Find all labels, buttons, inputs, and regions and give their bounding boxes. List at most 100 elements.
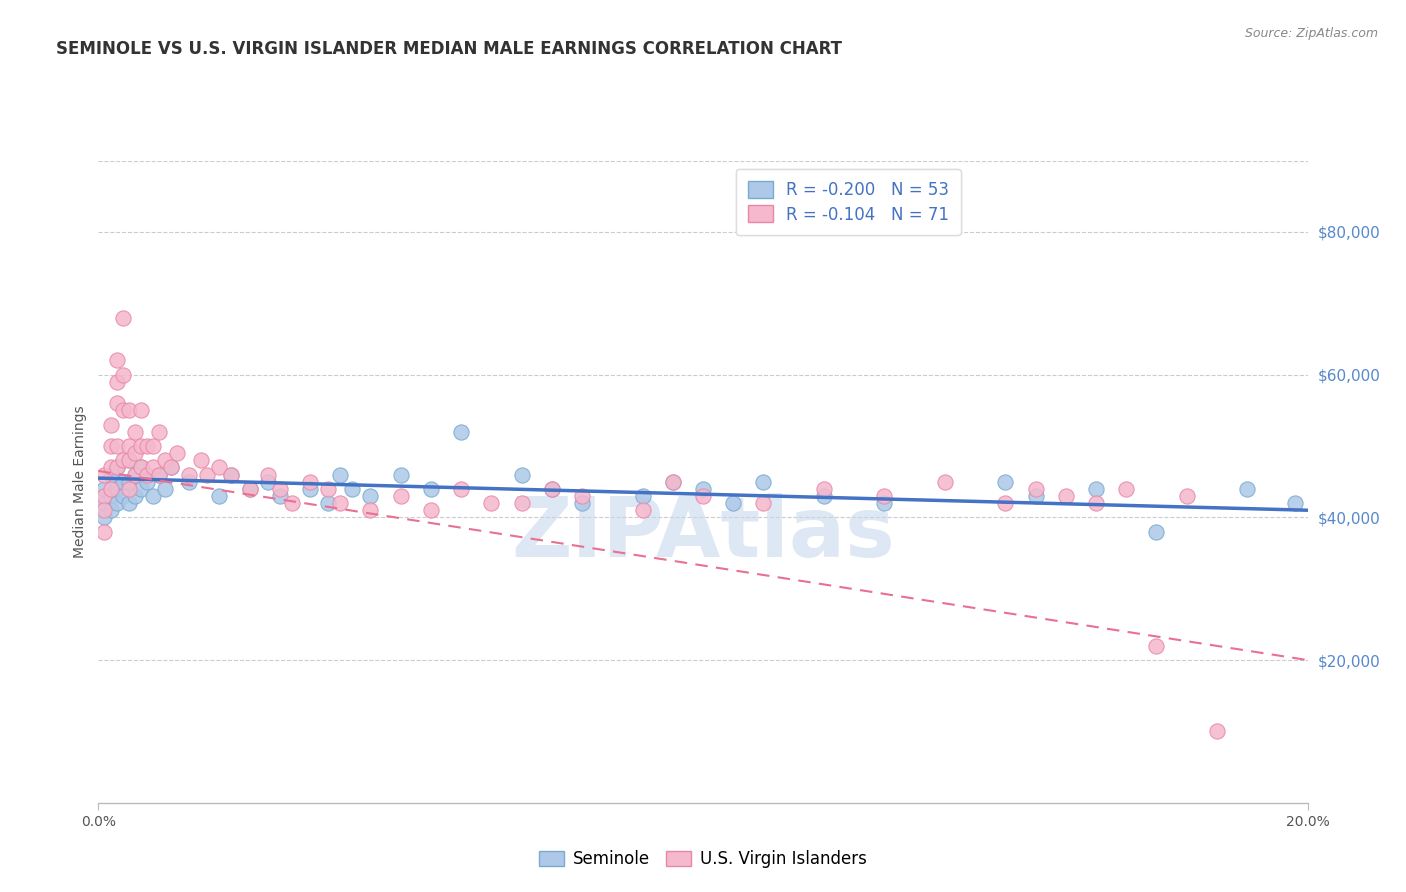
Point (93, 489, 115, 503)
Point (195, 467, 218, 482)
Y-axis label: Median Male Earnings: Median Male Earnings (73, 405, 87, 558)
Point (419, 482, 441, 496)
Point (129, 460, 152, 475)
Point (118, 439, 141, 453)
Point (510, 467, 533, 482)
Point (692, 482, 714, 496)
Point (256, 475, 278, 489)
Point (105, 396, 128, 410)
Point (153, 482, 176, 496)
Point (124, 467, 146, 482)
Point (208, 460, 231, 475)
Point (1085, 482, 1108, 496)
Point (118, 453, 141, 467)
Point (93, 482, 115, 496)
Point (93, 467, 115, 482)
Point (419, 503, 441, 517)
Point (148, 425, 170, 439)
Point (342, 482, 364, 496)
Point (994, 475, 1017, 489)
Point (239, 482, 262, 496)
Point (135, 439, 157, 453)
Point (661, 475, 683, 489)
Point (148, 467, 170, 482)
Point (148, 467, 170, 482)
Point (93, 524, 115, 539)
Point (299, 482, 322, 496)
Point (105, 439, 128, 453)
Point (124, 489, 146, 503)
Point (813, 482, 835, 496)
Point (239, 482, 262, 496)
Point (221, 467, 243, 482)
Point (269, 489, 291, 503)
Point (129, 482, 152, 496)
Point (540, 482, 562, 496)
Point (1175, 489, 1198, 503)
Point (1115, 482, 1137, 496)
Point (100, 489, 122, 503)
Point (221, 467, 243, 482)
Point (994, 496, 1017, 510)
Point (389, 467, 412, 482)
Point (360, 503, 382, 517)
Point (256, 467, 278, 482)
Point (1085, 496, 1108, 510)
Point (661, 475, 683, 489)
Point (100, 460, 122, 475)
Point (111, 453, 134, 467)
Point (105, 460, 128, 475)
Point (118, 496, 141, 510)
Point (118, 482, 141, 496)
Point (160, 460, 183, 475)
Point (100, 503, 122, 517)
Point (329, 467, 352, 482)
Point (105, 353, 128, 368)
Point (1236, 482, 1258, 496)
Point (93, 496, 115, 510)
Point (118, 403, 141, 417)
Point (166, 446, 188, 460)
Point (813, 489, 835, 503)
Point (118, 475, 141, 489)
Legend: R = -0.200   N = 53, R = -0.104   N = 71: R = -0.200 N = 53, R = -0.104 N = 71 (735, 169, 960, 235)
Point (360, 489, 382, 503)
Point (190, 453, 212, 467)
Point (93, 503, 115, 517)
Point (160, 460, 183, 475)
Point (540, 482, 562, 496)
Point (481, 496, 503, 510)
Point (1206, 724, 1229, 739)
Point (208, 489, 231, 503)
Point (100, 467, 122, 482)
Point (111, 368, 134, 382)
Point (111, 475, 134, 489)
Point (118, 453, 141, 467)
Point (124, 467, 146, 482)
Point (135, 475, 157, 489)
Point (105, 482, 128, 496)
Point (129, 439, 152, 453)
Point (105, 375, 128, 389)
Text: Source: ZipAtlas.com: Source: ZipAtlas.com (1244, 27, 1378, 40)
Point (873, 496, 896, 510)
Point (571, 489, 593, 503)
Point (1144, 639, 1167, 653)
Point (177, 475, 201, 489)
Point (111, 310, 134, 325)
Point (100, 417, 122, 432)
Text: SEMINOLE VS U.S. VIRGIN ISLANDER MEDIAN MALE EARNINGS CORRELATION CHART: SEMINOLE VS U.S. VIRGIN ISLANDER MEDIAN … (56, 40, 842, 58)
Text: ZIPAtlas: ZIPAtlas (510, 492, 896, 574)
Point (153, 453, 176, 467)
Point (100, 439, 122, 453)
Point (124, 425, 146, 439)
Point (389, 489, 412, 503)
Point (571, 496, 593, 510)
Point (129, 460, 152, 475)
Point (1024, 482, 1046, 496)
Point (1054, 489, 1077, 503)
Point (177, 467, 201, 482)
Point (111, 403, 134, 417)
Point (1144, 524, 1167, 539)
Point (142, 439, 165, 453)
